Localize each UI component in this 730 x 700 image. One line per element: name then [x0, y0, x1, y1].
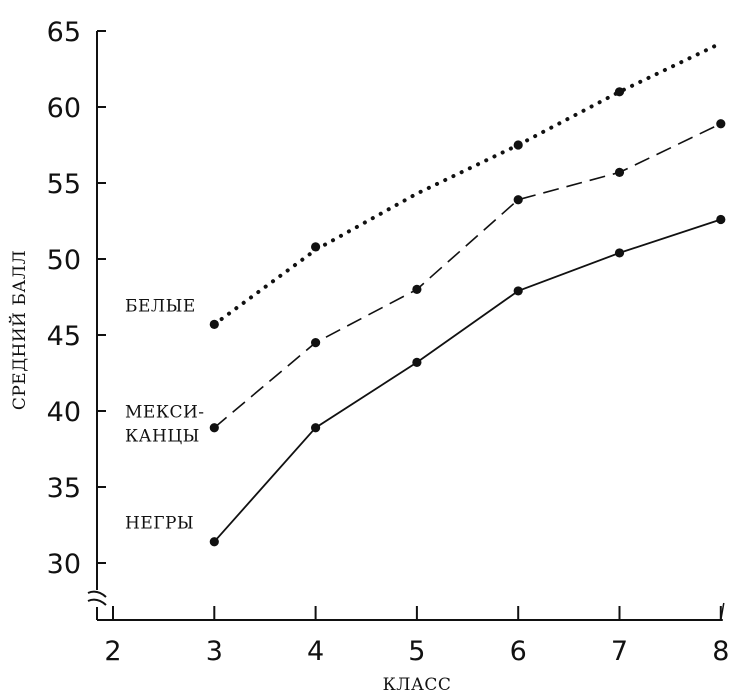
y-tick-label: 40 — [47, 397, 81, 428]
data-point-series-2 — [311, 338, 321, 348]
y-tick-label: 60 — [47, 93, 81, 124]
series-line-2 — [213, 122, 722, 429]
series-label-2: КАНЦЫ — [125, 427, 200, 447]
data-point-series-1 — [209, 319, 219, 329]
data-point-series-2 — [614, 167, 625, 177]
x-axis-title: КЛАСС — [383, 675, 452, 695]
x-tick-label: 3 — [206, 636, 223, 667]
series-line-3 — [213, 218, 722, 543]
data-point-series-1 — [614, 87, 625, 97]
series-lines — [212, 41, 723, 543]
axes — [87, 30, 725, 621]
series-line-1 — [212, 41, 723, 327]
data-point-series-3 — [614, 248, 625, 258]
data-point-series-2 — [209, 423, 219, 433]
series-label-2: МЕКСИ- — [125, 403, 205, 423]
y-axis-break-mark — [87, 590, 107, 598]
x-tick-label: 6 — [510, 636, 527, 667]
series-label-3: НЕГРЫ — [125, 514, 194, 534]
y-axis-title: СРЕДНИЙ БАЛЛ — [9, 250, 30, 410]
y-tick-label: 50 — [47, 245, 81, 276]
data-point-series-3 — [412, 357, 422, 367]
data-point-series-2 — [716, 119, 726, 129]
data-point-series-3 — [311, 423, 321, 433]
data-point-series-3 — [716, 214, 726, 225]
x-tick-label: 2 — [104, 636, 121, 667]
y-tick-label: 65 — [47, 17, 81, 48]
y-tick-label: 55 — [47, 169, 81, 200]
x-tick-label: 4 — [307, 636, 324, 667]
data-point-series-3 — [209, 537, 219, 547]
y-tick-label: 30 — [47, 549, 81, 580]
series-label-1: БЕЛЫЕ — [125, 296, 196, 316]
data-point-series-2 — [513, 195, 523, 205]
series-points — [209, 87, 726, 547]
data-point-series-2 — [412, 284, 422, 294]
y-tick-label: 35 — [47, 473, 81, 504]
data-point-series-3 — [513, 286, 523, 296]
x-tick-label: 7 — [611, 636, 628, 667]
y-axis-break-mark — [87, 598, 107, 606]
series-labels: БЕЛЫЕ МЕКСИ- КАНЦЫ НЕГРЫ — [125, 296, 205, 534]
data-point-series-1 — [311, 242, 321, 252]
y-tick-label: 45 — [47, 321, 81, 352]
data-point-series-1 — [513, 140, 523, 150]
x-tick-label: 5 — [408, 636, 425, 667]
x-tick-label: 8 — [712, 636, 729, 667]
